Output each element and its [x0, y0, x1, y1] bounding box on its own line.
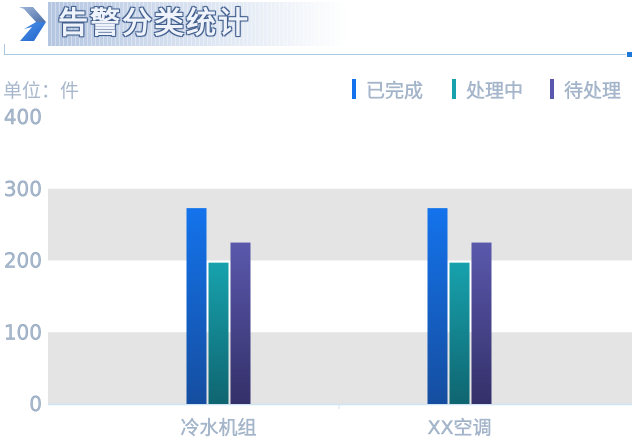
grid-bands — [48, 188, 632, 404]
unit-label: 单位：件 — [3, 80, 79, 102]
y-tick-label: 400 — [4, 105, 42, 129]
title-end-marker — [627, 52, 632, 57]
bar — [208, 262, 229, 404]
x-tick-label: XX空调 — [427, 417, 491, 439]
bar — [449, 262, 470, 404]
chart-title: 告警分类统计 — [58, 6, 250, 41]
legend-label: 待处理 — [564, 80, 621, 102]
chevron-arrow-icon — [19, 7, 46, 41]
bar-chart: 单位：件 0 100 200 300 400 冷水机组 XX空调 已完成 处理中 待处理 — [3, 79, 632, 439]
legend-swatch — [352, 79, 356, 99]
bar — [230, 242, 251, 404]
axes — [48, 403, 632, 409]
bars — [186, 208, 492, 404]
y-tick-label: 0 — [29, 392, 42, 416]
legend-label: 处理中 — [466, 80, 523, 102]
legend-label: 已完成 — [366, 80, 423, 102]
grid-band — [48, 332, 632, 404]
legend-swatch — [452, 79, 456, 99]
grid-band — [48, 188, 632, 261]
legend: 已完成 处理中 待处理 — [352, 79, 621, 102]
y-tick-label: 300 — [4, 177, 42, 201]
y-tick-label: 200 — [4, 249, 42, 273]
bar — [186, 208, 207, 404]
title-underline-stub — [4, 44, 5, 55]
bar — [427, 208, 448, 404]
bar — [471, 242, 492, 404]
chart-labels: 单位：件 0 100 200 300 400 冷水机组 XX空调 — [3, 80, 492, 439]
x-tick-label: 冷水机组 — [180, 417, 256, 439]
title-underline — [4, 54, 626, 55]
title-band — [48, 2, 348, 46]
y-tick-label: 100 — [4, 320, 42, 344]
legend-swatch — [550, 79, 554, 99]
panel-header: 告警分类统计 — [0, 0, 635, 62]
